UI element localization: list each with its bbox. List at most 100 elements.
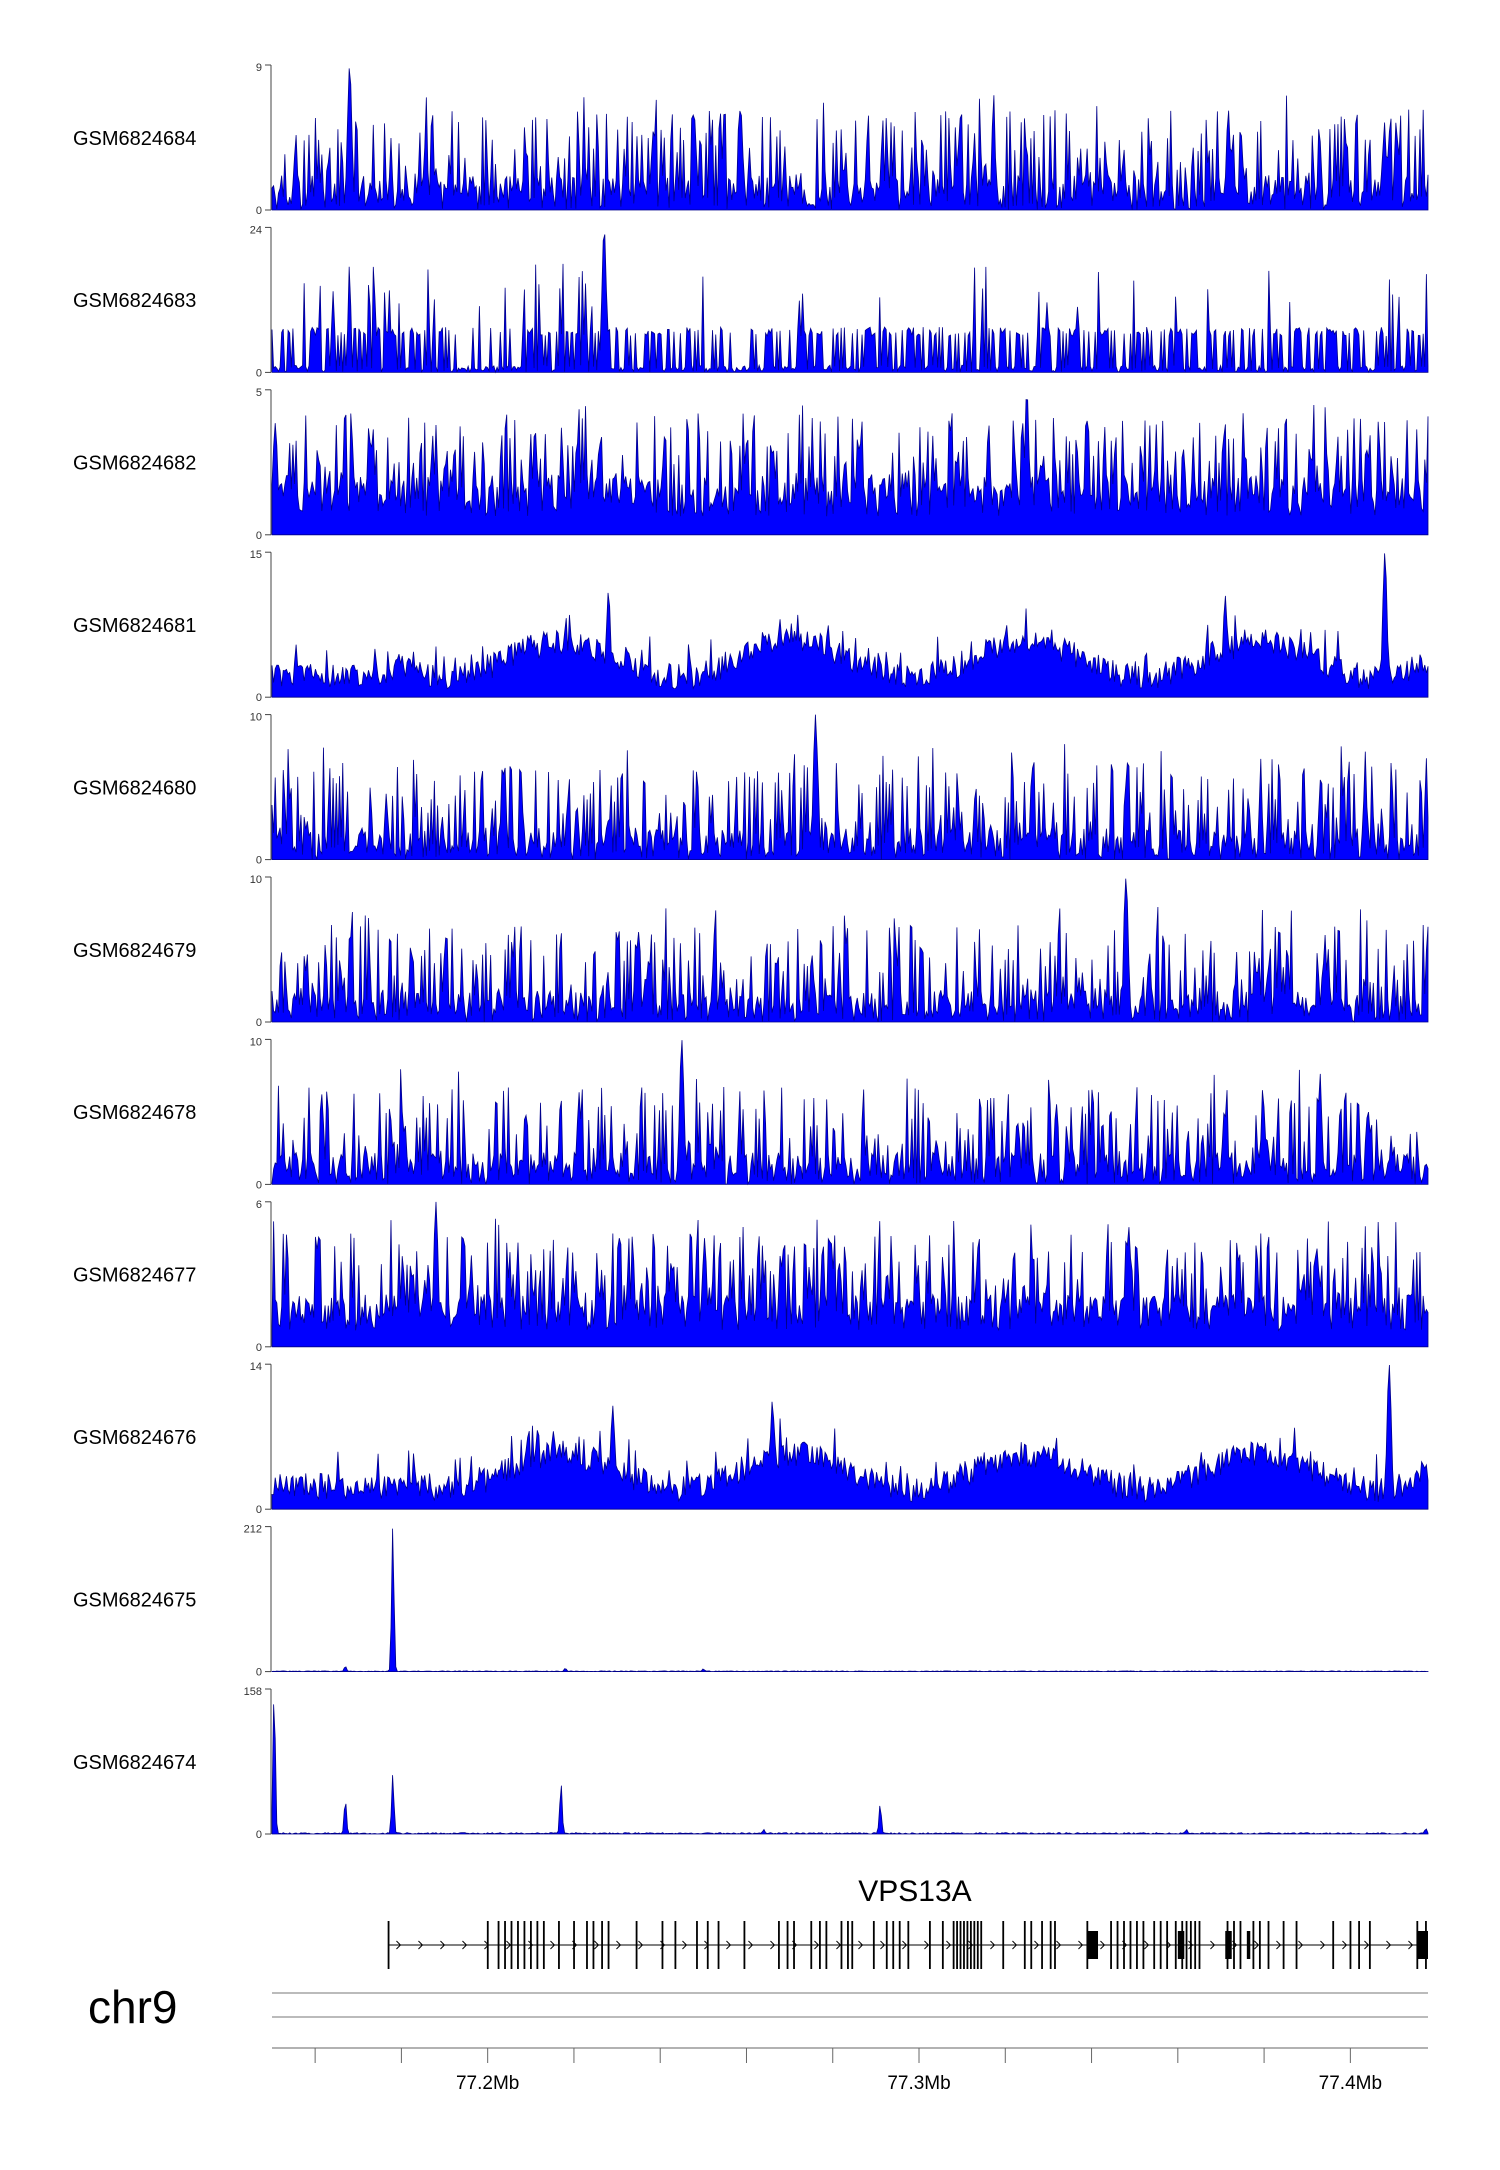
track-label: GSM6824678 xyxy=(73,1102,196,1124)
y-max-label: 9 xyxy=(256,62,262,74)
gene-exon xyxy=(497,1921,500,1969)
y-max-label: 10 xyxy=(250,712,262,724)
y-min-label: 0 xyxy=(256,1017,262,1029)
y-max-label: 14 xyxy=(250,1361,262,1373)
gene-exon xyxy=(851,1921,854,1969)
gene-exon xyxy=(1174,1921,1177,1969)
gene-exon xyxy=(1136,1921,1138,1969)
y-min-label: 0 xyxy=(256,367,262,379)
strand-arrow xyxy=(1276,1940,1282,1950)
signal-track: GSM6824676 14 0 xyxy=(73,1361,1429,1516)
gene-exon xyxy=(1198,1921,1201,1969)
gene-exon xyxy=(793,1921,795,1969)
gene-exon xyxy=(941,1921,944,1969)
track-label: GSM6824677 xyxy=(73,1265,196,1287)
gene-exon xyxy=(1258,1921,1261,1969)
gene-exon xyxy=(1233,1921,1235,1969)
gene-exon xyxy=(1116,1921,1119,1969)
strand-arrow xyxy=(902,1940,908,1950)
track-label: GSM6824681 xyxy=(73,615,196,637)
strand-arrow xyxy=(1188,1940,1194,1950)
signal-track: GSM6824682 5 0 xyxy=(73,387,1429,542)
gene-exon xyxy=(1349,1921,1352,1969)
signal-area xyxy=(271,1528,1429,1673)
gene-exon xyxy=(1023,1921,1026,1969)
strand-arrow xyxy=(528,1940,534,1950)
gene-exon xyxy=(898,1921,901,1969)
gene-exon xyxy=(907,1921,910,1969)
gene-exon xyxy=(1267,1921,1270,1969)
gene-exon xyxy=(504,1921,506,1969)
signal-tracks: GSM682468490GSM6824683240GSM682468250GSM… xyxy=(73,62,1429,1841)
track-label: GSM6824680 xyxy=(73,777,196,799)
gene-exon xyxy=(542,1921,545,1969)
gene-exon xyxy=(1332,1921,1335,1969)
strand-arrow xyxy=(924,1940,930,1950)
gene-exon xyxy=(966,1921,969,1969)
signal-area xyxy=(271,399,1429,536)
strand-arrow xyxy=(1320,1940,1326,1950)
strand-arrow xyxy=(396,1940,402,1950)
gene-exon xyxy=(517,1921,519,1969)
gene-exon xyxy=(1049,1921,1052,1969)
signal-track: GSM6824678 10 0 xyxy=(73,1036,1429,1191)
gene-exon xyxy=(1252,1921,1255,1969)
y-min-label: 0 xyxy=(256,692,262,704)
track-label: GSM6824682 xyxy=(73,453,196,475)
strand-arrow xyxy=(462,1940,468,1950)
gene-exon xyxy=(510,1921,513,1969)
strand-arrow xyxy=(1144,1940,1150,1950)
strand-arrow xyxy=(506,1940,512,1950)
strand-arrow xyxy=(858,1940,864,1950)
gene-exon xyxy=(717,1921,720,1969)
gene-exon xyxy=(872,1921,875,1969)
gene-exon-wide xyxy=(1225,1931,1232,1959)
track-label: GSM6824684 xyxy=(73,128,196,150)
track-label: GSM6824679 xyxy=(73,940,196,962)
strand-arrow xyxy=(1298,1940,1304,1950)
gene-exon xyxy=(586,1921,588,1969)
signal-area xyxy=(271,234,1429,374)
signal-area xyxy=(271,1704,1429,1835)
y-max-label: 158 xyxy=(244,1686,262,1698)
gene-exon xyxy=(635,1921,638,1969)
gene-exon xyxy=(980,1921,983,1969)
track-label: GSM6824674 xyxy=(73,1752,196,1774)
gene-exon xyxy=(885,1921,888,1969)
strand-arrow xyxy=(748,1940,754,1950)
gene-exon xyxy=(959,1921,962,1969)
gene-track: VPS13A xyxy=(387,1875,1428,1969)
gene-exon xyxy=(819,1921,821,1969)
gene-exon xyxy=(1153,1921,1156,1969)
gene-exon xyxy=(976,1921,979,1969)
gene-exon xyxy=(778,1921,780,1969)
y-min-label: 0 xyxy=(256,1179,262,1191)
gene-exon xyxy=(1295,1921,1298,1969)
signal-track: GSM6824677 6 0 xyxy=(73,1199,1429,1354)
gene-exon xyxy=(1239,1921,1242,1969)
gene-exon xyxy=(696,1921,698,1969)
gene-exon xyxy=(486,1921,489,1969)
y-min-label: 0 xyxy=(256,1342,262,1354)
strand-arrow xyxy=(946,1940,952,1950)
y-min-label: 0 xyxy=(256,1504,262,1516)
strand-arrow xyxy=(1210,1940,1216,1950)
strand-arrow xyxy=(616,1940,622,1950)
gene-exon xyxy=(1129,1921,1132,1969)
gene-exon xyxy=(1416,1921,1419,1969)
gene-exon xyxy=(674,1921,677,1969)
signal-area xyxy=(271,1040,1429,1186)
strand-arrow xyxy=(880,1940,886,1950)
gene-exon xyxy=(601,1921,603,1969)
gene-exon xyxy=(1041,1921,1043,1969)
axis-tick-label: 77.4Mb xyxy=(1319,2073,1382,2094)
gene-exon xyxy=(530,1921,532,1969)
signal-track: GSM6824681 15 0 xyxy=(73,549,1429,704)
gene-exon xyxy=(973,1921,976,1969)
gene-exon-wide xyxy=(1177,1931,1185,1959)
y-max-label: 24 xyxy=(250,224,262,236)
y-min-label: 0 xyxy=(256,1829,262,1841)
strand-arrow xyxy=(836,1940,842,1950)
strand-arrow xyxy=(1100,1940,1106,1950)
